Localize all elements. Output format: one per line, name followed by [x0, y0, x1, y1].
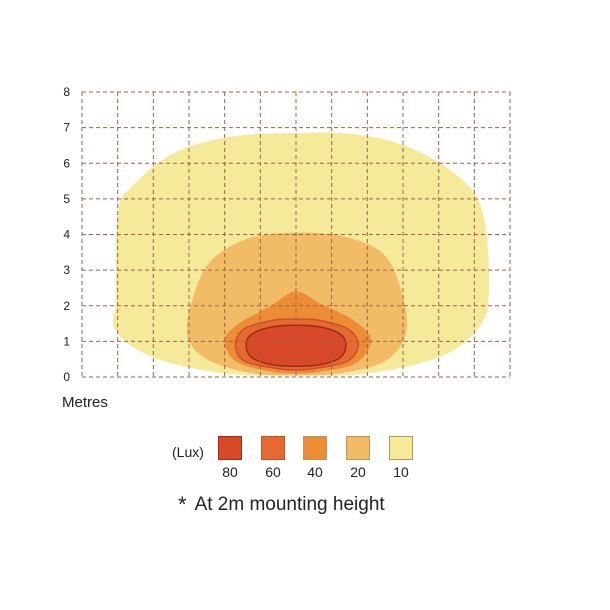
grid-lines: [81, 91, 511, 378]
footnote-text: At 2m mounting height: [194, 494, 385, 515]
y-tick-label: 8: [63, 85, 70, 99]
y-tick-label: 5: [63, 192, 70, 206]
legend-label-40: 40: [307, 464, 323, 480]
y-tick-label: 0: [63, 370, 70, 384]
y-tick-label: 2: [63, 299, 70, 313]
isolux-chart: 0 1 2 3 4 5 6 7 8: [63, 85, 511, 384]
legend-title: (Lux): [172, 444, 204, 460]
y-tick-label: 3: [63, 263, 70, 277]
y-tick-label: 1: [63, 334, 70, 348]
legend-label-10: 10: [393, 464, 409, 480]
footnote: * At 2m mounting height: [178, 492, 385, 518]
y-axis-tick-labels: 0 1 2 3 4 5 6 7 8: [63, 85, 70, 384]
footnote-asterisk: *: [178, 492, 187, 517]
legend-swatch-40: [303, 436, 327, 460]
legend-swatch-60: [261, 436, 285, 460]
y-tick-label: 7: [63, 121, 70, 135]
legend-label-80: 80: [222, 464, 238, 480]
legend-swatch-80: [218, 436, 242, 460]
isolux-contours: [113, 132, 490, 376]
legend-swatch-10: [389, 436, 413, 460]
y-tick-label: 4: [63, 228, 70, 242]
y-tick-label: 6: [63, 156, 70, 170]
legend-label-60: 60: [265, 464, 281, 480]
legend-swatch-20: [346, 436, 370, 460]
legend-label-20: 20: [350, 464, 366, 480]
y-axis-unit-label: Metres: [62, 394, 108, 411]
